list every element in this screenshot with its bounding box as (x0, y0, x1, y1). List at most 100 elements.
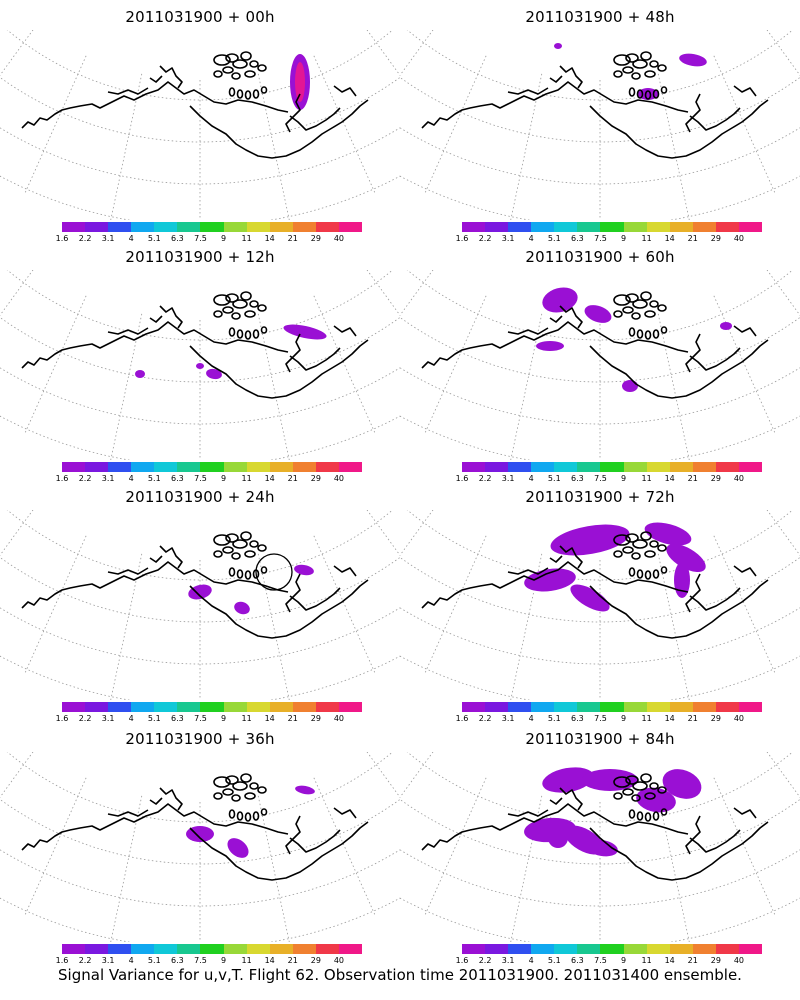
colorbar-swatch (508, 944, 532, 954)
colorbar-label: 1.6 (55, 956, 69, 965)
colorbar-label: 1.6 (55, 234, 69, 243)
signal-region (644, 522, 692, 546)
polar-map (0, 510, 400, 700)
colorbar-label: 6.3 (171, 956, 184, 965)
colorbar-label: 9 (620, 714, 627, 723)
flight-circle (255, 553, 293, 591)
colorbar-swatch (62, 944, 86, 954)
colorbar-label: 21 (687, 956, 698, 965)
colorbar-swatch (485, 702, 509, 712)
colorbar-swatch (315, 462, 339, 472)
map-panel-72h: 2011031900 + 72h 1.6 2.2 3.1 4 5.1 6.3 7.5 9 11 14… (400, 480, 800, 723)
colorbar-label: 6.3 (571, 714, 584, 723)
colorbar-label: 11 (641, 234, 652, 243)
colorbar-label: 5.1 (547, 714, 561, 723)
coastlines (21, 531, 369, 639)
colorbar-swatch (600, 462, 624, 472)
colorbar-swatch (131, 222, 155, 232)
signal-region (196, 363, 204, 369)
colorbar-swatch (62, 462, 86, 472)
colorbar (62, 702, 363, 712)
colorbar-swatch (508, 222, 532, 232)
colorbar-label: 14 (264, 474, 275, 483)
polar-map (0, 752, 400, 942)
colorbar-swatch (462, 462, 486, 472)
colorbar-label: 9 (220, 234, 227, 243)
polar-map (400, 30, 800, 220)
colorbar-label: 40 (333, 714, 345, 723)
colorbar-swatch (577, 702, 601, 712)
colorbar-label: 2.2 (478, 714, 492, 723)
signal-region (234, 601, 250, 615)
colorbar-label: 5.1 (547, 956, 561, 965)
colorbar-swatch (131, 462, 155, 472)
colorbar (462, 222, 763, 232)
colorbar-label: 7.5 (194, 474, 207, 483)
signal-variance-regions (554, 43, 707, 100)
graticule (0, 30, 400, 220)
signal-region (283, 324, 327, 340)
polar-map (0, 30, 400, 220)
colorbar-label: 5.1 (147, 714, 161, 723)
signal-region (674, 562, 690, 598)
colorbar-label: 40 (733, 474, 745, 483)
colorbar-swatch (315, 702, 339, 712)
colorbar-swatch (531, 702, 555, 712)
colorbar-label: 7.5 (594, 474, 607, 483)
colorbar-label: 1.6 (455, 714, 469, 723)
colorbar-label: 5.1 (147, 956, 161, 965)
colorbar-label: 11 (641, 474, 652, 483)
colorbar-label: 1.6 (55, 474, 69, 483)
colorbar-label: 5.1 (547, 234, 561, 243)
signal-region (582, 769, 638, 791)
colorbar-label: 40 (733, 234, 745, 243)
colorbar-label: 14 (664, 474, 675, 483)
panel-title: 2011031900 + 72h (525, 488, 675, 506)
colorbar-label: 29 (710, 714, 721, 723)
colorbar-swatch (577, 222, 601, 232)
colorbar-label: 14 (664, 714, 675, 723)
colorbar-swatch (669, 222, 693, 232)
signal-region (584, 305, 612, 323)
colorbar-swatch (623, 462, 647, 472)
colorbar-swatch (223, 702, 247, 712)
colorbar-label: 5.1 (147, 234, 161, 243)
coastlines (21, 291, 369, 399)
colorbar-label: 9 (220, 714, 227, 723)
colorbar-label: 29 (310, 474, 321, 483)
colorbar-label: 40 (333, 956, 345, 965)
colorbar-swatch (577, 462, 601, 472)
coastlines (421, 531, 769, 639)
signal-variance-regions (290, 54, 310, 110)
colorbar-swatch (600, 944, 624, 954)
colorbar-label: 40 (733, 956, 745, 965)
map-panel-24h: 2011031900 + 24h 1.6 2.2 3.1 4 5.1 6.3 7.5 9 11 14… (0, 480, 400, 723)
colorbar-labels: 1.6 2.2 3.1 4 5.1 6.3 7.5 9 11 14 21 29 40 (456, 956, 762, 966)
polar-map (400, 270, 800, 460)
map-panel-00h: 2011031900 + 00h 1.6 2.2 3.1 4 5.1 6.3 7.5 9 11 14… (0, 0, 400, 243)
colorbar-swatch (108, 222, 132, 232)
colorbar-swatch (485, 222, 509, 232)
colorbar-swatch (623, 944, 647, 954)
colorbar-swatch (508, 702, 532, 712)
colorbar-label: 40 (733, 714, 745, 723)
colorbar-swatch (669, 462, 693, 472)
colorbar (462, 944, 763, 954)
signal-region (666, 544, 706, 572)
colorbar-label: 29 (310, 956, 321, 965)
colorbar-label: 6.3 (171, 234, 184, 243)
colorbar-swatch (669, 702, 693, 712)
colorbar-swatch (715, 944, 739, 954)
colorbar-swatch (200, 702, 224, 712)
colorbar (462, 462, 763, 472)
signal-region-high (295, 62, 305, 102)
colorbar-label: 2.2 (478, 474, 492, 483)
colorbar-label: 3.1 (101, 234, 115, 243)
colorbar-label: 4 (128, 956, 134, 965)
colorbar-swatch (508, 462, 532, 472)
signal-region (294, 564, 314, 576)
colorbar-swatch (600, 702, 624, 712)
colorbar-swatch (62, 222, 86, 232)
colorbar-label: 7.5 (194, 234, 207, 243)
colorbar-swatch (177, 462, 201, 472)
